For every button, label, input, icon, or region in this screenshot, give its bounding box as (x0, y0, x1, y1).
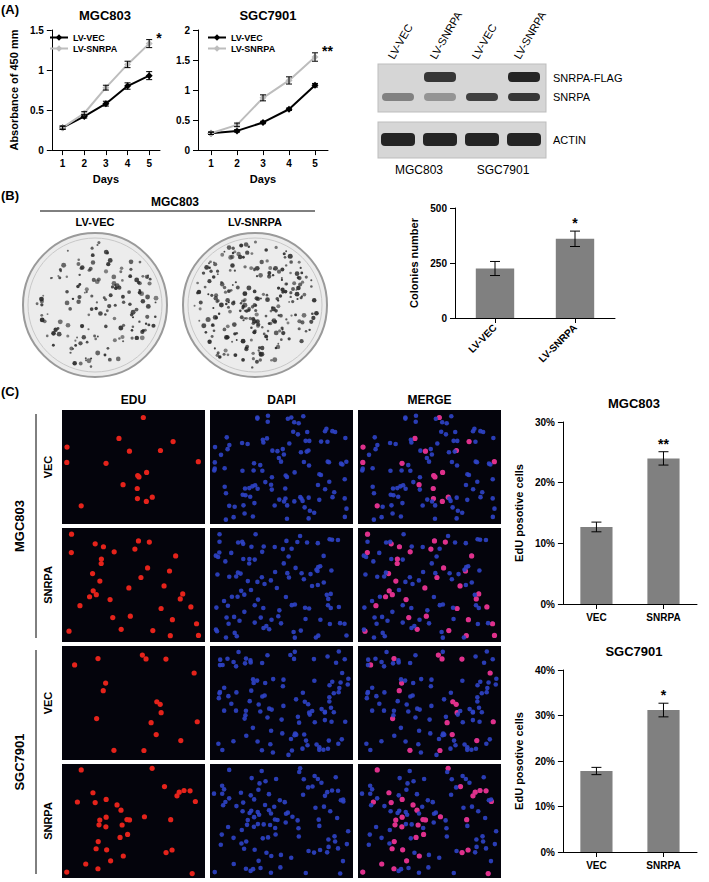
svg-text:40%: 40% (535, 665, 555, 676)
svg-text:SNRPA-FLAG: SNRPA-FLAG (553, 72, 622, 84)
svg-text:2: 2 (184, 25, 190, 36)
svg-text:SNRPA: SNRPA (646, 860, 680, 871)
svg-text:ACTIN: ACTIN (553, 134, 586, 146)
svg-text:Absorbance of 450 mm: Absorbance of 450 mm (8, 29, 20, 150)
svg-text:0: 0 (441, 313, 447, 324)
svg-text:EDU: EDU (121, 393, 146, 407)
svg-text:2: 2 (81, 158, 87, 169)
svg-text:LV-VEC: LV-VEC (466, 322, 499, 355)
svg-text:LV-SNRPA: LV-SNRPA (511, 9, 548, 61)
svg-text:VEC: VEC (586, 612, 607, 623)
svg-text:SGC7901: SGC7901 (12, 733, 27, 790)
svg-text:EdU posotive cells: EdU posotive cells (513, 464, 525, 562)
svg-text:2: 2 (234, 158, 240, 169)
svg-text:LV-VEC: LV-VEC (73, 33, 105, 43)
svg-text:LV-SNRPA: LV-SNRPA (231, 44, 276, 54)
svg-text:LV-VEC: LV-VEC (385, 22, 415, 61)
svg-text:1: 1 (208, 158, 214, 169)
svg-text:0%: 0% (540, 847, 555, 858)
svg-text:SNRPA: SNRPA (42, 566, 54, 604)
svg-text:(C): (C) (1, 384, 19, 399)
svg-text:MERGE: MERGE (407, 393, 451, 407)
svg-text:Colonies number: Colonies number (408, 217, 420, 308)
svg-text:500: 500 (430, 203, 447, 214)
svg-text:SNRPA: SNRPA (646, 612, 680, 623)
svg-text:EdU posotive cells: EdU posotive cells (513, 712, 525, 810)
svg-text:MGC803: MGC803 (12, 500, 27, 552)
svg-text:**: ** (658, 436, 669, 452)
svg-text:LV-SNRPA: LV-SNRPA (73, 44, 118, 54)
svg-text:10%: 10% (535, 801, 555, 812)
svg-text:LV-SNRPA: LV-SNRPA (427, 9, 464, 61)
svg-text:10%: 10% (535, 538, 555, 549)
svg-text:SGC7901: SGC7901 (477, 163, 530, 177)
svg-text:VEC: VEC (42, 692, 54, 715)
svg-text:SGC7901: SGC7901 (605, 644, 662, 659)
svg-text:1: 1 (60, 158, 66, 169)
svg-text:*: * (156, 30, 162, 46)
svg-text:0.5: 0.5 (30, 105, 44, 116)
svg-text:SNRPA: SNRPA (42, 802, 54, 840)
svg-text:0.5: 0.5 (176, 115, 190, 126)
svg-text:VEC: VEC (586, 860, 607, 871)
svg-text:SNRPA: SNRPA (553, 91, 591, 103)
svg-text:250: 250 (430, 258, 447, 269)
svg-text:0%: 0% (540, 599, 555, 610)
svg-text:20%: 20% (535, 756, 555, 767)
svg-text:*: * (661, 687, 667, 703)
svg-text:0: 0 (184, 145, 190, 156)
svg-text:VEC: VEC (42, 456, 54, 479)
svg-text:MGC803: MGC803 (79, 8, 131, 23)
svg-text:20%: 20% (535, 477, 555, 488)
svg-text:4: 4 (125, 158, 131, 169)
svg-text:1: 1 (38, 65, 44, 76)
svg-text:LV-SNRPA: LV-SNRPA (228, 216, 282, 228)
svg-text:3: 3 (260, 158, 266, 169)
svg-text:(A): (A) (1, 2, 19, 17)
svg-text:*: * (572, 215, 578, 231)
svg-text:1.5: 1.5 (30, 25, 44, 36)
svg-text:0: 0 (38, 145, 44, 156)
svg-text:1: 1 (184, 85, 190, 96)
svg-text:Days: Days (93, 173, 119, 185)
svg-text:**: ** (322, 43, 333, 59)
svg-text:LV-VEC: LV-VEC (469, 22, 499, 61)
svg-text:5: 5 (312, 158, 318, 169)
svg-text:SGC7901: SGC7901 (239, 8, 296, 23)
svg-text:MGC803: MGC803 (151, 195, 199, 209)
svg-text:4: 4 (286, 158, 292, 169)
svg-text:Days: Days (250, 173, 276, 185)
svg-text:MGC803: MGC803 (608, 396, 660, 411)
svg-text:LV-SNRPA: LV-SNRPA (536, 322, 578, 364)
svg-text:30%: 30% (535, 417, 555, 428)
svg-text:(B): (B) (1, 188, 19, 203)
svg-text:30%: 30% (535, 710, 555, 721)
svg-text:5: 5 (146, 158, 152, 169)
svg-text:LV-VEC: LV-VEC (231, 33, 263, 43)
svg-text:3: 3 (103, 158, 109, 169)
svg-text:MGC803: MGC803 (395, 163, 443, 177)
svg-text:1.5: 1.5 (176, 55, 190, 66)
svg-text:LV-VEC: LV-VEC (76, 216, 115, 228)
svg-text:DAPI: DAPI (267, 393, 296, 407)
